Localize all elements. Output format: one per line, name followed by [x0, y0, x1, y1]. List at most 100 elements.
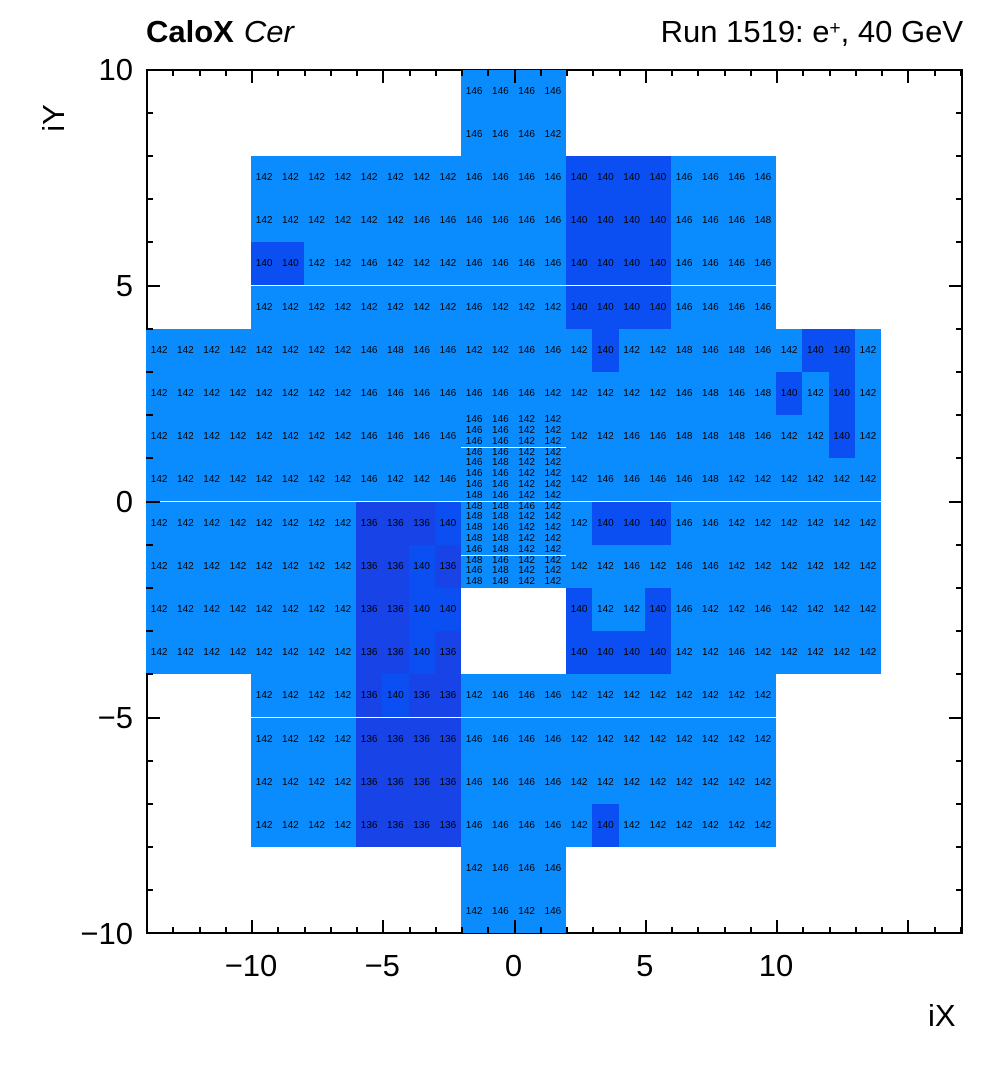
heatmap-cell: 140: [592, 242, 619, 286]
heatmap-cell: 140: [566, 587, 593, 632]
x-tick-label: −10: [224, 948, 278, 983]
heatmap-cell: 142: [828, 587, 855, 632]
heatmap-cell: 142: [251, 631, 278, 675]
heatmap-cell: 142: [172, 587, 199, 632]
heatmap-cell: 148: [671, 415, 698, 459]
heatmap-cell: 142: [434, 285, 461, 329]
heatmap-cell: 142: [828, 458, 855, 502]
x-tick-label: 5: [636, 948, 654, 983]
tick-mark: [881, 926, 883, 934]
heatmap-cell: 142: [644, 760, 671, 804]
heatmap-cell: 146: [461, 199, 488, 243]
tick-mark: [198, 69, 201, 77]
heatmap-cell: 146: [487, 717, 514, 761]
heatmap-cell: 142: [513, 576, 540, 588]
heatmap-cell: 142: [697, 717, 724, 761]
heatmap-cell: 146: [487, 555, 514, 567]
heatmap-cell: 140: [802, 328, 829, 372]
heatmap-cell: 142: [277, 285, 304, 329]
heatmap-cell: 136: [356, 631, 383, 675]
heatmap-cell: 142: [329, 631, 356, 675]
heatmap-cell: 146: [513, 847, 540, 891]
heatmap-cell: 146: [434, 328, 461, 372]
heatmap-cell: 142: [592, 371, 619, 416]
tick-mark: [303, 69, 306, 77]
heatmap-cell: 142: [776, 328, 803, 372]
heatmap-cell: 142: [303, 674, 330, 718]
heatmap-cell: 140: [566, 199, 593, 243]
heatmap-cell: 136: [408, 803, 435, 848]
x-tick-label: 10: [758, 948, 794, 983]
heatmap-cell: 142: [802, 371, 829, 416]
heatmap-cell: 146: [513, 674, 540, 718]
heatmap-cell: 146: [618, 544, 645, 588]
heatmap-cell: 142: [224, 328, 251, 372]
heatmap-cell: 142: [172, 501, 199, 545]
heatmap-cell: 142: [776, 544, 803, 588]
tick-mark: [933, 926, 936, 934]
heatmap-cell: 142: [776, 415, 803, 459]
heatmap-cell: 142: [513, 511, 540, 524]
tick-mark: [959, 926, 962, 934]
heatmap-cell: 148: [461, 522, 488, 534]
heatmap-cell: 146: [749, 415, 776, 459]
heatmap-cell: 142: [697, 674, 724, 718]
heatmap-cell: 142: [224, 631, 251, 675]
heatmap-cell: 148: [723, 415, 750, 459]
heatmap-cell: 146: [671, 458, 698, 502]
heatmap-cell: 140: [434, 501, 461, 545]
heatmap-cell: 142: [749, 458, 776, 502]
tick-mark: [956, 327, 963, 330]
heatmap-cell: 146: [697, 544, 724, 588]
heatmap-cell: 142: [277, 587, 304, 632]
heatmap-cell: 136: [434, 674, 461, 718]
tick-mark: [146, 889, 153, 892]
tick-mark: [146, 154, 153, 157]
heatmap-cell: 146: [356, 242, 383, 286]
heatmap-cell: 142: [382, 285, 409, 329]
heatmap-cell: 146: [461, 436, 488, 448]
heatmap-cell: 136: [382, 803, 409, 848]
tick-mark: [356, 69, 358, 77]
tick-mark: [956, 802, 963, 805]
heatmap-cell: 142: [723, 458, 750, 502]
heatmap-cell: 140: [618, 155, 645, 200]
heatmap-cell: 146: [618, 458, 645, 502]
heatmap-cell: 142: [539, 555, 566, 567]
heatmap-cell: 142: [592, 717, 619, 761]
heatmap-cell: 142: [671, 717, 698, 761]
heatmap-cell: 146: [487, 414, 514, 426]
heatmap-cell: 146: [539, 155, 566, 200]
heatmap-cell: 142: [513, 533, 540, 545]
heatmap-cell: 142: [802, 631, 829, 675]
heatmap-cell: 142: [644, 328, 671, 372]
heatmap-cell: 142: [172, 328, 199, 372]
tick-mark: [959, 69, 962, 77]
heatmap-cell: 146: [513, 760, 540, 804]
heatmap-cell: 142: [224, 458, 251, 502]
heatmap-cell: 140: [828, 415, 855, 459]
tick-mark: [146, 716, 160, 719]
heatmap-cell: 146: [356, 371, 383, 416]
heatmap-cell: 142: [303, 199, 330, 243]
heatmap-cell: 140: [434, 587, 461, 632]
heatmap-cell: 142: [198, 371, 225, 416]
heatmap-cell: 142: [277, 544, 304, 588]
tick-mark: [303, 926, 306, 934]
heatmap-cell: 146: [749, 328, 776, 372]
tick-mark: [146, 846, 153, 849]
heatmap-cell: 142: [513, 436, 540, 448]
heatmap-cell: 142: [539, 479, 566, 491]
heatmap-cell: 146: [382, 371, 409, 416]
tick-mark: [461, 926, 463, 934]
heatmap-cell: 142: [146, 415, 173, 459]
tick-mark: [828, 926, 831, 934]
heatmap-cell: 142: [539, 565, 566, 578]
heatmap-cell: 142: [434, 155, 461, 200]
heatmap-cell: 146: [671, 501, 698, 545]
tick-mark: [854, 926, 857, 934]
heatmap-cell: 142: [618, 674, 645, 718]
y-tick-label: −10: [80, 915, 133, 951]
heatmap-cell: 142: [277, 458, 304, 502]
heatmap-cell: 146: [487, 112, 514, 156]
